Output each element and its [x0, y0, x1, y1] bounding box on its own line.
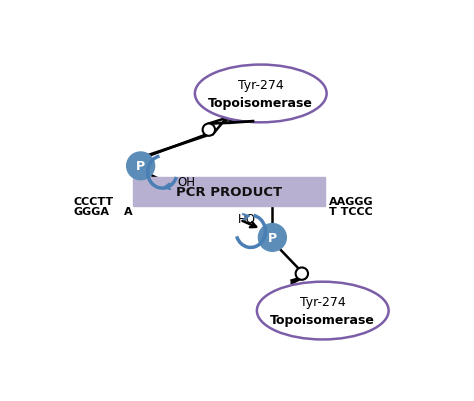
- Ellipse shape: [257, 282, 389, 340]
- Ellipse shape: [195, 65, 327, 123]
- Circle shape: [258, 224, 286, 252]
- Text: Tyr-274: Tyr-274: [300, 295, 346, 308]
- Text: OH: OH: [177, 175, 195, 188]
- Text: CCCTT: CCCTT: [73, 196, 113, 207]
- Circle shape: [296, 268, 308, 280]
- Text: PCR PRODUCT: PCR PRODUCT: [176, 185, 282, 198]
- Circle shape: [202, 124, 215, 136]
- Text: T TCCC: T TCCC: [329, 207, 373, 216]
- Text: Topoisomerase: Topoisomerase: [270, 314, 375, 326]
- Text: HO: HO: [237, 212, 255, 225]
- Text: Tyr-274: Tyr-274: [238, 79, 283, 91]
- Bar: [133, 177, 325, 207]
- Text: A: A: [124, 207, 132, 216]
- Text: GGGA: GGGA: [73, 207, 109, 216]
- Text: AAGGG: AAGGG: [329, 196, 374, 207]
- Circle shape: [127, 152, 155, 180]
- Text: P: P: [268, 231, 277, 244]
- Text: P: P: [136, 160, 145, 173]
- Text: Topoisomerase: Topoisomerase: [208, 97, 313, 110]
